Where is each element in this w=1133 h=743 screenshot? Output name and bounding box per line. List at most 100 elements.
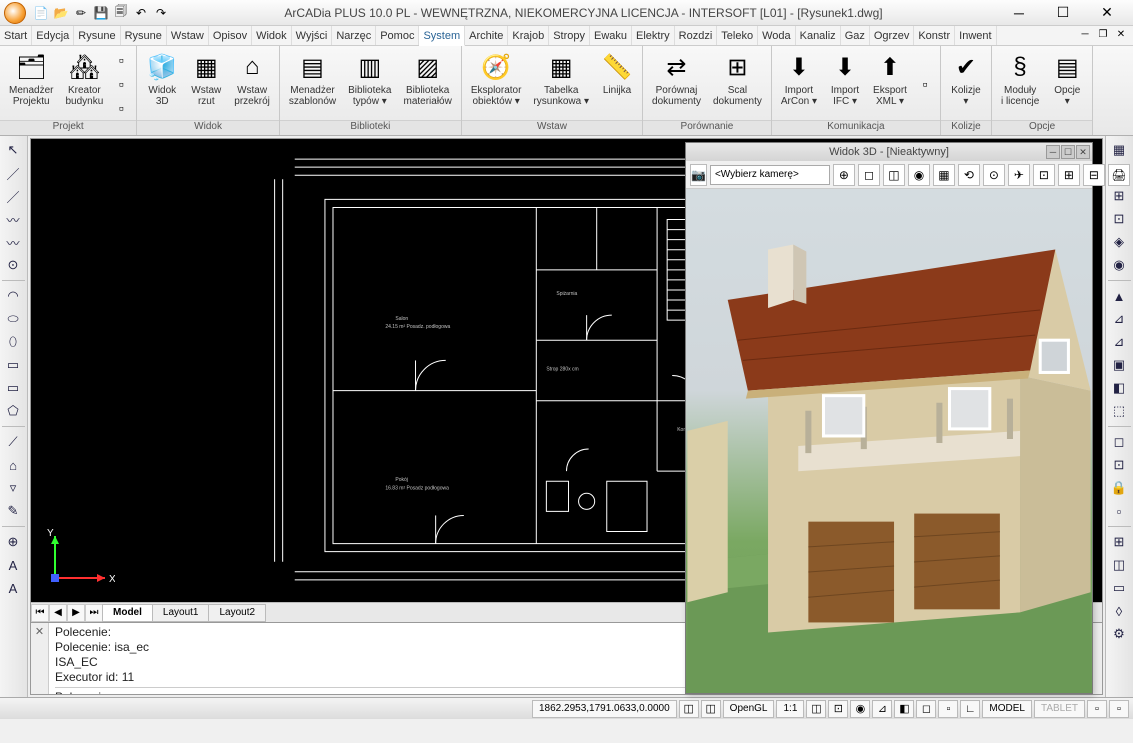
view3d-tool-10[interactable]: ⊟ bbox=[1083, 164, 1105, 186]
view3d-tool-6[interactable]: ⊙ bbox=[983, 164, 1005, 186]
menu-tab-ewaku[interactable]: Ewaku bbox=[590, 26, 632, 45]
status-btn-b-3[interactable]: ⊿ bbox=[872, 700, 892, 718]
view3d-tool-2[interactable]: ◫ bbox=[883, 164, 905, 186]
right-tool-8[interactable]: ⊿ bbox=[1108, 332, 1130, 352]
left-tool-2[interactable]: ／ bbox=[2, 186, 24, 206]
menu-tab-woda[interactable]: Woda bbox=[758, 26, 796, 45]
qat-btn-4[interactable]: 🗐 bbox=[112, 4, 130, 22]
right-tool-18[interactable]: ▭ bbox=[1108, 578, 1130, 598]
ribbon-btn[interactable]: ⬆EksportXML ▾ bbox=[868, 48, 912, 120]
menu-tab-kanaliz[interactable]: Kanaliz bbox=[796, 26, 841, 45]
left-tool-10[interactable]: ▭ bbox=[2, 378, 24, 398]
right-tool-2[interactable]: ⊞ bbox=[1108, 186, 1130, 206]
ribbon-btn[interactable]: ✔Kolizje▾ bbox=[945, 48, 987, 120]
left-tool-9[interactable]: ▭ bbox=[2, 355, 24, 375]
mdi-minimize[interactable]: ─ bbox=[1077, 26, 1093, 42]
status-btn-b-6[interactable]: ▫ bbox=[938, 700, 958, 718]
right-tool-12[interactable]: ◻ bbox=[1108, 432, 1130, 452]
qat-btn-2[interactable]: ✏ bbox=[72, 4, 90, 22]
camera-select[interactable]: <Wybierz kamerę> bbox=[710, 165, 830, 185]
ribbon-small-btn[interactable]: ▫ bbox=[110, 49, 132, 71]
ribbon-btn[interactable]: 🧊Widok3D bbox=[141, 48, 183, 120]
right-tool-11[interactable]: ⬚ bbox=[1108, 401, 1130, 421]
left-tool-8[interactable]: ⬯ bbox=[2, 332, 24, 352]
view3d-tool-0[interactable]: ⊕ bbox=[833, 164, 855, 186]
menu-tab-ogrzev[interactable]: Ogrzev bbox=[870, 26, 914, 45]
menu-tab-pomoc[interactable]: Pomoc bbox=[376, 26, 419, 45]
left-tool-3[interactable]: 〰 bbox=[2, 209, 24, 229]
menu-tab-gaz[interactable]: Gaz bbox=[841, 26, 870, 45]
menu-tab-wyjści[interactable]: Wyjści bbox=[292, 26, 333, 45]
right-tool-10[interactable]: ◧ bbox=[1108, 378, 1130, 398]
sheet-tab-layout1[interactable]: Layout1 bbox=[152, 604, 210, 622]
menu-tab-inwent[interactable]: Inwent bbox=[955, 26, 996, 45]
status-btn-b-5[interactable]: ◻ bbox=[916, 700, 936, 718]
ribbon-btn[interactable]: 🏘Kreatorbudynku bbox=[60, 48, 108, 120]
right-tool-5[interactable]: ◉ bbox=[1108, 255, 1130, 275]
left-tool-17[interactable]: A bbox=[2, 555, 24, 575]
menu-tab-system[interactable]: System bbox=[419, 26, 465, 46]
view3d-tool-5[interactable]: ⟲ bbox=[958, 164, 980, 186]
status-btn-c-1[interactable]: ▫ bbox=[1109, 700, 1129, 718]
ribbon-btn[interactable]: 📏Linijka bbox=[596, 48, 638, 120]
right-tool-14[interactable]: 🔒 bbox=[1108, 478, 1130, 498]
ribbon-btn[interactable]: ▤Menadżerszablonów bbox=[284, 48, 341, 120]
left-tool-15[interactable]: ✎ bbox=[2, 501, 24, 521]
right-tool-9[interactable]: ▣ bbox=[1108, 355, 1130, 375]
left-tool-7[interactable]: ⬭ bbox=[2, 309, 24, 329]
left-tool-13[interactable]: ⌂ bbox=[2, 455, 24, 475]
view3d-tool-7[interactable]: ✈ bbox=[1008, 164, 1030, 186]
ribbon-small-btn[interactable]: ▫ bbox=[110, 73, 132, 95]
menu-tab-edycja[interactable]: Edycja bbox=[32, 26, 74, 45]
right-tool-13[interactable]: ⊡ bbox=[1108, 455, 1130, 475]
view3d-tool-8[interactable]: ⊡ bbox=[1033, 164, 1055, 186]
panel-minimize[interactable]: ─ bbox=[1046, 145, 1060, 159]
view3d-tool-4[interactable]: ▦ bbox=[933, 164, 955, 186]
menu-tab-narzęc[interactable]: Narzęc bbox=[332, 26, 376, 45]
ribbon-btn[interactable]: 🗂MenadżerProjektu bbox=[4, 48, 58, 120]
left-tool-14[interactable]: ▿ bbox=[2, 478, 24, 498]
qat-btn-3[interactable]: 💾 bbox=[92, 4, 110, 22]
ribbon-btn[interactable]: ⇄Porównajdokumenty bbox=[647, 48, 706, 120]
right-tool-15[interactable]: ▫ bbox=[1108, 501, 1130, 521]
menu-tab-wstaw[interactable]: Wstaw bbox=[167, 26, 209, 45]
qat-btn-1[interactable]: 📂 bbox=[52, 4, 70, 22]
right-tool-20[interactable]: ⚙ bbox=[1108, 624, 1130, 644]
ribbon-btn[interactable]: ▦Tabelkarysunkowa ▾ bbox=[528, 48, 594, 120]
ribbon-btn[interactable]: ▨Bibliotekamateriałów bbox=[398, 48, 456, 120]
status-btn-b-2[interactable]: ◉ bbox=[850, 700, 870, 718]
ribbon-btn[interactable]: ⬇ImportIFC ▾ bbox=[824, 48, 866, 120]
minimize-button[interactable]: ─ bbox=[997, 2, 1041, 24]
menu-tab-rysune[interactable]: Rysune bbox=[74, 26, 120, 45]
sheet-tab-layout2[interactable]: Layout2 bbox=[208, 604, 266, 622]
camera-add-icon[interactable]: 📷 bbox=[690, 164, 707, 186]
menu-tab-start[interactable]: Start bbox=[0, 26, 32, 45]
menu-tab-archite[interactable]: Archite bbox=[465, 26, 508, 45]
status-btn-b-0[interactable]: ◫ bbox=[806, 700, 826, 718]
left-tool-1[interactable]: ／ bbox=[2, 163, 24, 183]
menu-tab-rozdzi[interactable]: Rozdzi bbox=[675, 26, 718, 45]
left-tool-16[interactable]: ⊕ bbox=[2, 532, 24, 552]
mdi-close[interactable]: ✕ bbox=[1113, 26, 1129, 42]
left-tool-11[interactable]: ⬠ bbox=[2, 401, 24, 421]
menu-tab-elektry[interactable]: Elektry bbox=[632, 26, 675, 45]
sheet-first[interactable]: ⏮ bbox=[31, 604, 49, 622]
left-tool-12[interactable]: ⟋ bbox=[2, 432, 24, 452]
status-btn-a-0[interactable]: ◫ bbox=[679, 700, 699, 718]
status-btn-b-7[interactable]: ∟ bbox=[960, 700, 980, 718]
right-tool-16[interactable]: ⊞ bbox=[1108, 532, 1130, 552]
qat-btn-0[interactable]: 📄 bbox=[32, 4, 50, 22]
menu-tab-stropy[interactable]: Stropy bbox=[549, 26, 590, 45]
ribbon-btn[interactable]: ▥Bibliotekatypów ▾ bbox=[343, 48, 396, 120]
right-tool-19[interactable]: ◊ bbox=[1108, 601, 1130, 621]
close-button[interactable]: ✕ bbox=[1085, 2, 1129, 24]
ribbon-btn[interactable]: ⊞Scaldokumenty bbox=[708, 48, 767, 120]
view-3d-viewport[interactable] bbox=[686, 189, 1092, 693]
right-tool-4[interactable]: ◈ bbox=[1108, 232, 1130, 252]
mdi-restore[interactable]: ❐ bbox=[1095, 26, 1111, 42]
left-tool-6[interactable]: ◠ bbox=[2, 286, 24, 306]
ribbon-btn[interactable]: ▤Opcje▾ bbox=[1046, 48, 1088, 120]
qat-btn-6[interactable]: ↷ bbox=[152, 4, 170, 22]
menu-tab-konstr[interactable]: Konstr bbox=[914, 26, 955, 45]
ribbon-btn[interactable]: ▦Wstawrzut bbox=[185, 48, 227, 120]
